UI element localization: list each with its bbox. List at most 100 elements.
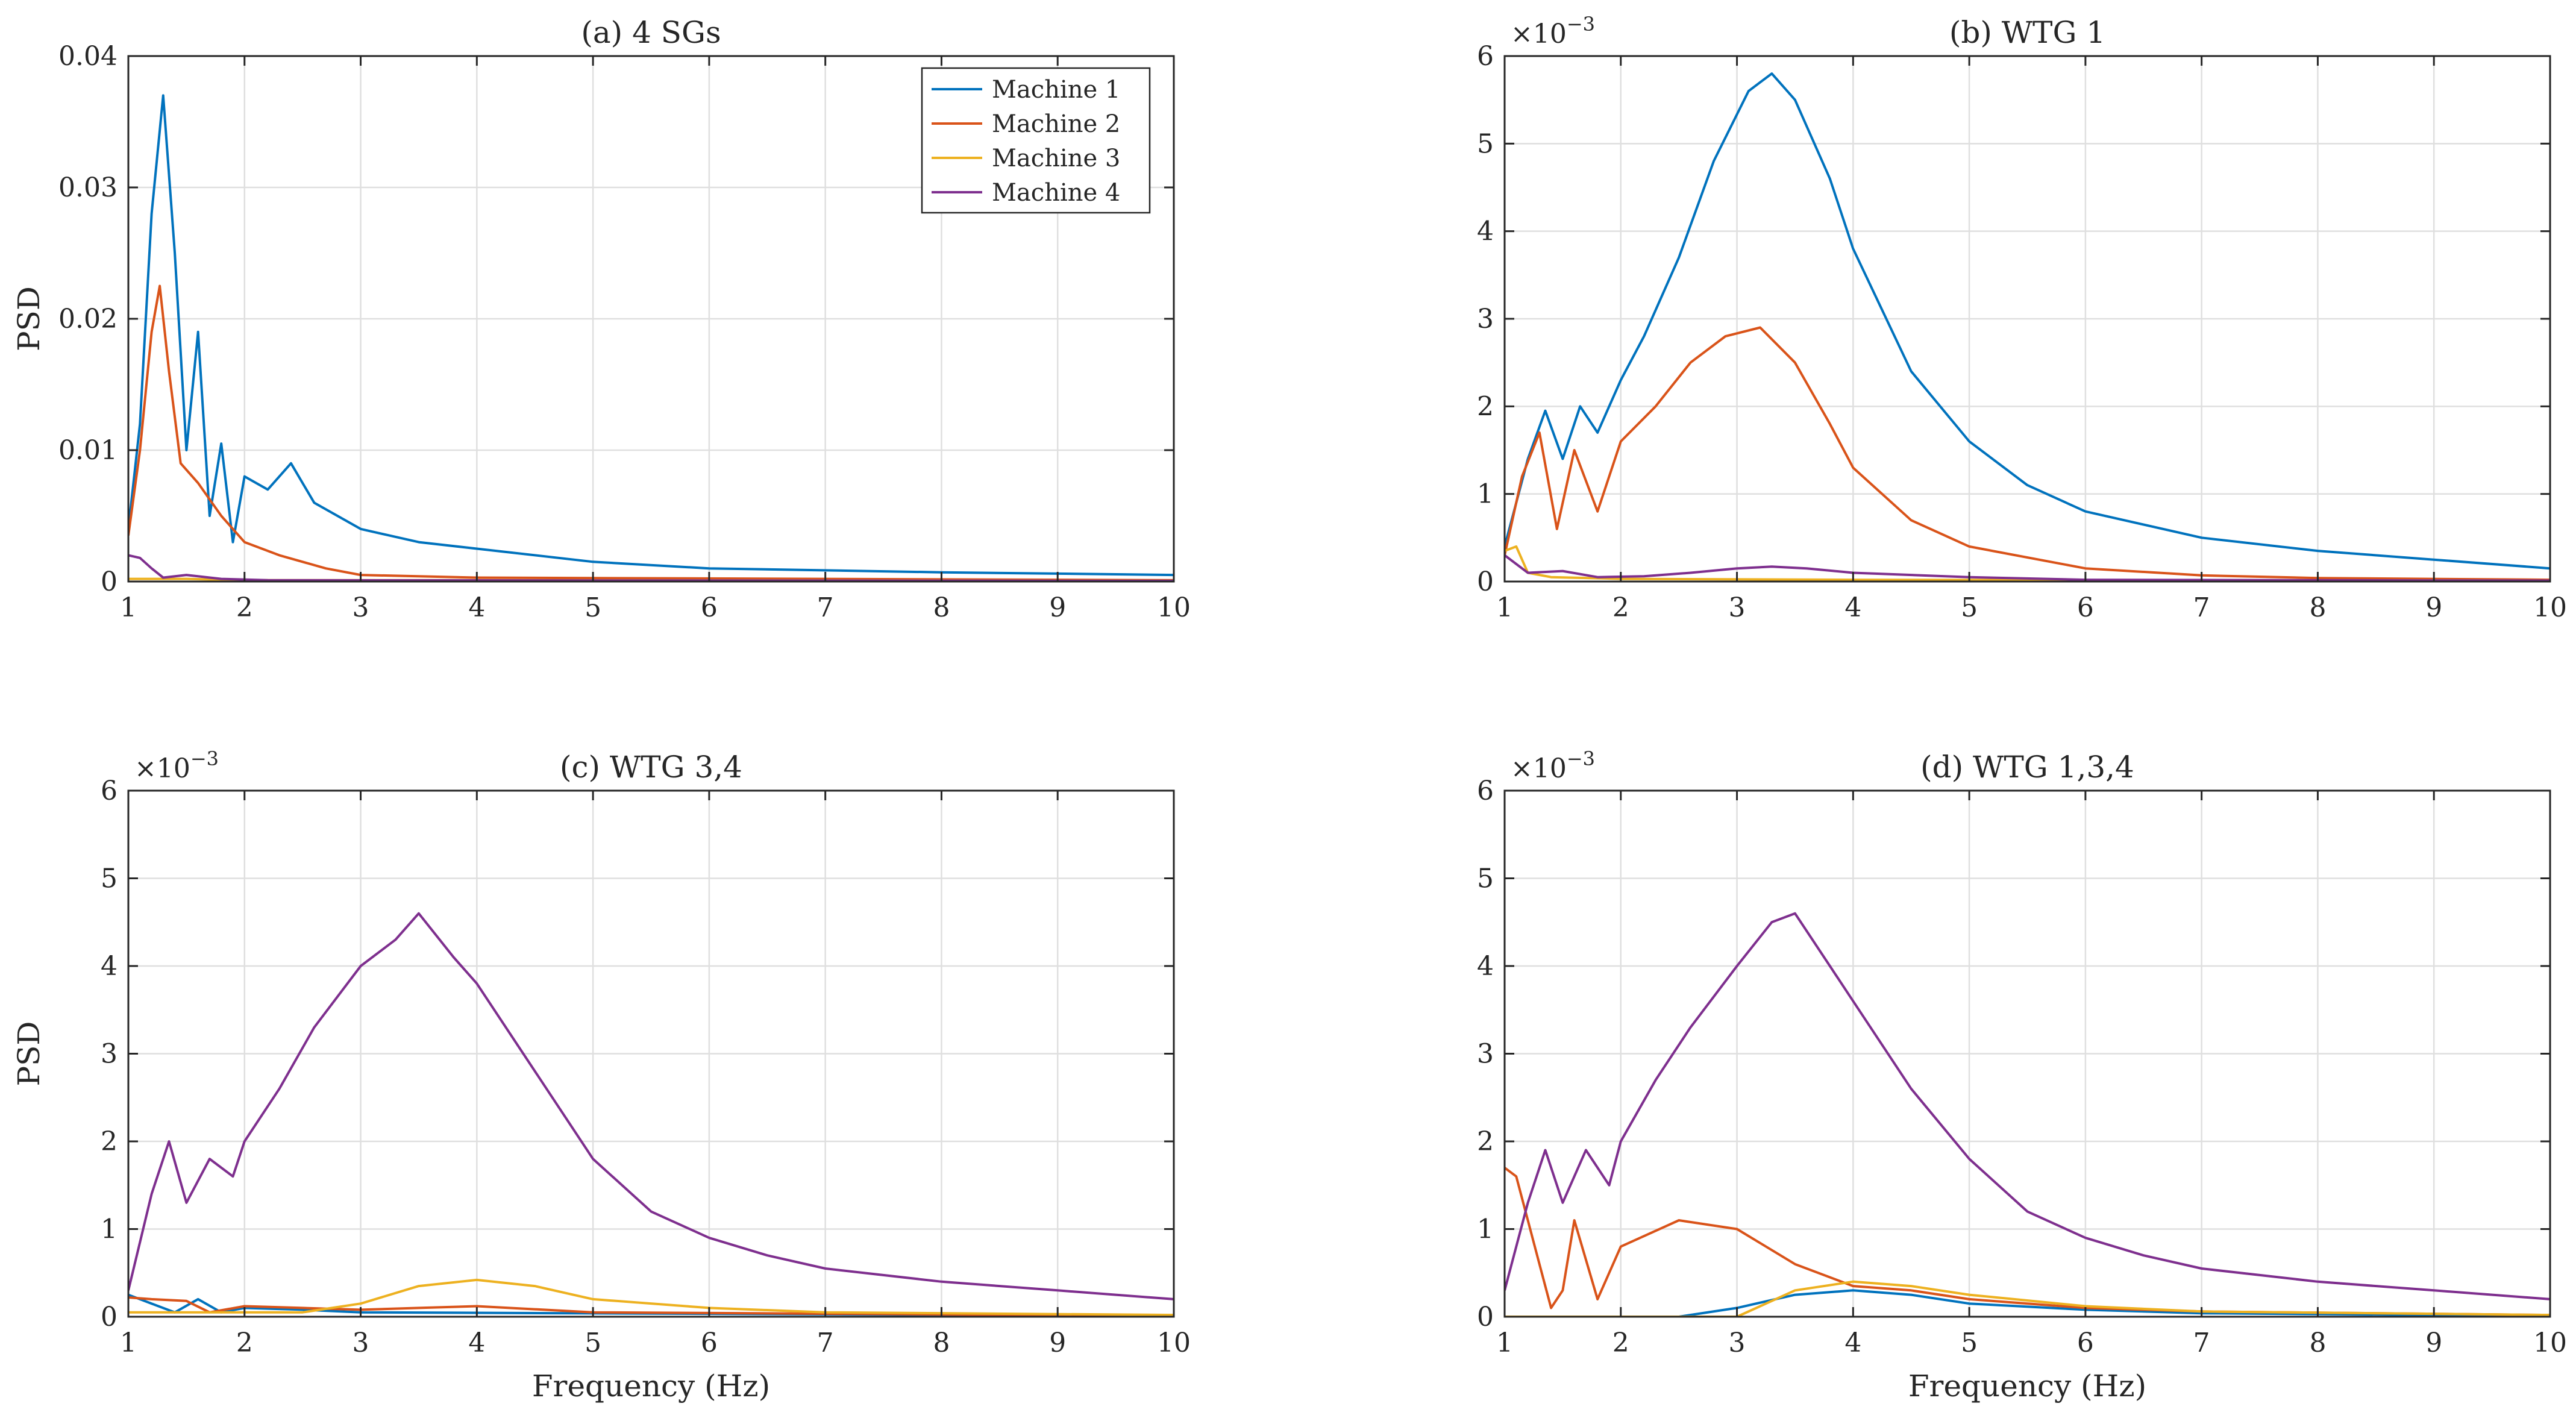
- x-tick-label: 7: [2193, 592, 2210, 623]
- x-tick-label: 8: [2309, 1328, 2326, 1358]
- x-tick-label: 4: [1844, 592, 1861, 623]
- x-tick-label: 1: [1496, 1328, 1513, 1358]
- series-line-machine-2: [1505, 1167, 2550, 1317]
- y-exponent-label: ×10−3: [1511, 747, 1595, 784]
- y-tick-label: 6: [1477, 776, 1494, 806]
- y-tick-label: 1: [101, 1214, 118, 1245]
- y-tick-label: 6: [1477, 41, 1494, 72]
- x-tick-label: 3: [1729, 1328, 1746, 1358]
- series-line-machine-3: [128, 1278, 1174, 1317]
- y-tick-label: 3: [1477, 1039, 1494, 1070]
- y-tick-label: 3: [101, 1039, 118, 1070]
- x-tick-label: 6: [701, 592, 718, 623]
- x-tick-label: 9: [2425, 592, 2442, 623]
- x-tick-label: 7: [2193, 1328, 2210, 1358]
- x-tick-label: 5: [584, 1328, 601, 1358]
- x-tick-label: 5: [1961, 592, 1978, 623]
- series-line-machine-1: [1505, 1289, 2550, 1317]
- panel-a: 1 2 3 4 5 6 7 8 9 10 0 0.01 0.02 0.03 0.04 (a) 4 SGs PSD…: [11, 15, 1191, 623]
- x-tick-label: 5: [1961, 1328, 1978, 1358]
- y-tick-label: 2: [1477, 391, 1494, 422]
- series-line-machine-1: [128, 94, 1174, 577]
- y-tick-label: 0: [101, 566, 118, 597]
- series-line-machine-1: [1505, 72, 2550, 570]
- y-exponent-label: ×10−3: [134, 747, 219, 784]
- y-exponent-power: −3: [1567, 13, 1595, 36]
- x-tick-label: 1: [120, 1328, 137, 1358]
- x-tick-label: 4: [468, 592, 485, 623]
- x-tick-label: 2: [236, 1328, 253, 1358]
- x-tick-label: 4: [468, 1328, 485, 1358]
- legend: Machine 1 Machine 2 Machine 3 Machine 4: [921, 67, 1151, 214]
- y-tick-label: 0.03: [58, 172, 118, 203]
- x-tick-label: 3: [1729, 592, 1746, 623]
- y-tick-label: 6: [101, 776, 118, 806]
- legend-entry: Machine 1: [992, 76, 1120, 104]
- x-tick-label: 10: [1157, 1328, 1191, 1358]
- x-tick-label: 10: [2533, 592, 2567, 623]
- y-exponent-label: ×10−3: [1511, 13, 1595, 49]
- x-tick-label: 7: [817, 1328, 834, 1358]
- y-axis-label: PSD: [11, 286, 46, 351]
- panel-title: (b) WTG 1: [1949, 15, 2105, 50]
- legend-entry: Machine 4: [992, 179, 1120, 207]
- x-tick-label: 1: [1496, 592, 1513, 623]
- legend-box: [921, 67, 1151, 214]
- x-tick-label: 4: [1844, 1328, 1861, 1358]
- x-tick-label: 9: [1049, 592, 1066, 623]
- x-tick-label: 8: [2309, 592, 2326, 623]
- x-tick-label: 7: [817, 592, 834, 623]
- series-line-machine-3: [1505, 1280, 2550, 1317]
- x-tick-label: 6: [2077, 1328, 2094, 1358]
- x-tick-label: 3: [353, 592, 369, 623]
- legend-entry: Machine 2: [992, 110, 1120, 138]
- y-tick-label: 0.04: [58, 41, 118, 72]
- y-tick-label: 4: [1477, 951, 1494, 982]
- panel-title: (c) WTG 3,4: [560, 750, 742, 785]
- x-axis-label: Frequency (Hz): [532, 1369, 770, 1404]
- y-tick-label: 5: [1477, 128, 1494, 159]
- series-group: [128, 912, 1174, 1317]
- series-line-machine-4: [128, 554, 1174, 582]
- x-tick-label: 5: [584, 592, 601, 623]
- x-tick-label: 9: [1049, 1328, 1066, 1358]
- y-tick-label: 0: [101, 1302, 118, 1332]
- x-tick-label: 2: [236, 592, 253, 623]
- y-axis-label: PSD: [11, 1021, 46, 1087]
- y-tick-label: 2: [101, 1126, 118, 1157]
- y-tick-label: 2: [1477, 1126, 1494, 1157]
- y-exponent-power: −3: [190, 747, 219, 770]
- x-tick-label: 1: [120, 592, 137, 623]
- x-tick-label: 6: [701, 1328, 718, 1358]
- series-line-machine-4: [128, 912, 1174, 1300]
- y-exponent-power: −3: [1567, 747, 1595, 770]
- y-tick-label: 0: [1477, 1302, 1494, 1332]
- x-tick-label: 2: [1612, 592, 1629, 623]
- y-tick-label: 0: [1477, 566, 1494, 597]
- x-tick-label: 10: [1157, 592, 1191, 623]
- y-tick-label: 0.01: [58, 435, 118, 466]
- x-tick-label: 10: [2533, 1328, 2567, 1358]
- x-axis-label: Frequency (Hz): [1908, 1369, 2146, 1404]
- y-tick-label: 1: [1477, 479, 1494, 510]
- x-tick-label: 9: [2425, 1328, 2442, 1358]
- series-group: [1505, 912, 2550, 1317]
- x-tick-label: 2: [1612, 1328, 1629, 1358]
- series-line-machine-2: [1505, 326, 2550, 582]
- x-tick-label: 8: [933, 1328, 950, 1358]
- series-line-machine-2: [128, 1296, 1174, 1317]
- panel-title: (d) WTG 1,3,4: [1920, 750, 2134, 785]
- series-line-machine-2: [128, 284, 1174, 582]
- x-tick-label: 6: [2077, 592, 2094, 623]
- y-tick-label: 5: [101, 864, 118, 894]
- y-tick-label: 5: [1477, 864, 1494, 894]
- y-tick-label: 4: [101, 951, 118, 982]
- y-tick-label: 4: [1477, 216, 1494, 247]
- y-tick-label: 0.02: [58, 304, 118, 334]
- x-tick-label: 8: [933, 592, 950, 623]
- series-line-machine-4: [1505, 912, 2550, 1300]
